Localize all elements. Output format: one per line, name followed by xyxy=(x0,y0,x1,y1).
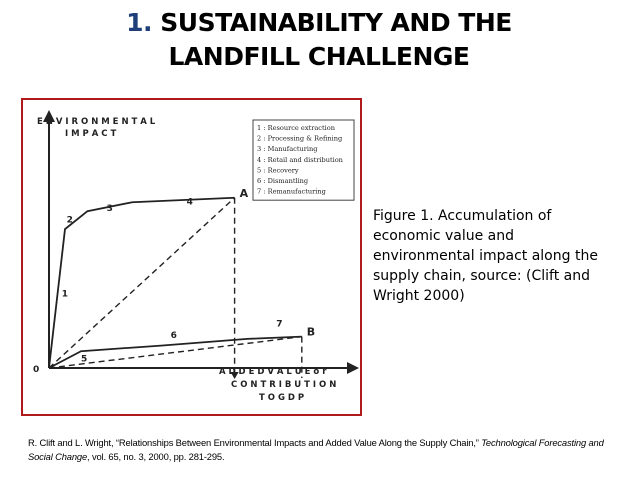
stage-label-3: 3 xyxy=(107,204,113,214)
title-number: 1. xyxy=(126,8,153,37)
legend-item-1: 1 : Resource extraction xyxy=(257,124,336,132)
reference-lines xyxy=(48,197,303,379)
stage-label-6: 6 xyxy=(171,331,177,341)
figure-frame: E N V I R O N M E N T A L I M P A C T A D … xyxy=(21,98,362,416)
y-axis-label-line-2: I M P A C T xyxy=(65,129,116,139)
reference-authors-title: R. Clift and L. Wright, “Relationships B… xyxy=(28,437,482,448)
slide-title: 1. SUSTAINABILITY AND THE LANDFILL CHALL… xyxy=(0,6,638,74)
reference-details: , vol. 65, no. 3, 2000, pp. 281-295. xyxy=(87,451,225,462)
title-line-1: 1. SUSTAINABILITY AND THE xyxy=(0,6,638,40)
legend-item-4: 4 : Retail and distribution xyxy=(257,156,344,164)
legend-item-7: 7 : Remanufacturing xyxy=(257,188,327,196)
chord-line-a xyxy=(48,197,236,369)
stage-label-7: 7 xyxy=(276,320,282,330)
legend-item-3: 3 : Manufacturing xyxy=(257,145,318,153)
legend-item-6: 6 : Dismantling xyxy=(257,177,309,185)
title-text-1: SUSTAINABILITY AND THE xyxy=(160,8,512,37)
title-line-2: LANDFILL CHALLENGE xyxy=(168,42,470,71)
series-line-a xyxy=(48,196,235,369)
chart-legend: 1 : Resource extraction 2 : Processing & … xyxy=(252,119,355,201)
figure-caption: Figure 1. Accumulation of economic value… xyxy=(373,208,598,304)
x-axis-label-line-1: A D D E D V A L U E o r xyxy=(219,367,327,377)
y-axis-label-line-1: E N V I R O N M E N T A L xyxy=(37,117,156,127)
stage-label-2: 2 xyxy=(67,215,73,225)
stage-label-5: 5 xyxy=(81,354,87,364)
chord-line-b xyxy=(48,335,302,369)
chart-series xyxy=(48,196,302,369)
point-label-b: B xyxy=(307,326,315,339)
drop-arrow-a xyxy=(230,372,239,379)
stage-label-1: 1 xyxy=(62,289,68,299)
chart-labels: 1 2 3 4 5 6 7 A B xyxy=(62,187,315,365)
legend-item-2: 2 : Processing & Refining xyxy=(257,135,343,143)
supply-chain-chart: E N V I R O N M E N T A L I M P A C T A D … xyxy=(33,110,359,403)
origin-label: 0 xyxy=(33,365,39,375)
series-line-b xyxy=(48,335,302,369)
x-axis-label-line-3: T O G D P xyxy=(259,393,304,403)
point-label-a: A xyxy=(240,187,249,200)
legend-item-5: 5 : Recovery xyxy=(257,166,299,174)
reference-journal: Technological Forecasting and Social Cha… xyxy=(28,437,604,462)
legend-box xyxy=(252,119,355,201)
stage-label-4: 4 xyxy=(187,197,193,207)
reference-citation: R. Clift and L. Wright, “Relationships B… xyxy=(28,436,618,464)
x-axis-label-line-2: C O N T R I B U T I O N xyxy=(231,380,336,390)
